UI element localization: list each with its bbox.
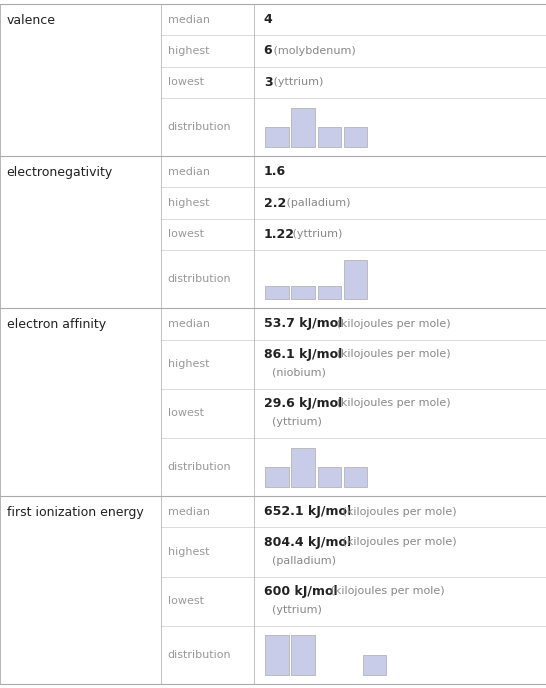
Bar (265, 467, 289, 486)
Text: 3: 3 (264, 76, 272, 89)
Text: median: median (168, 319, 210, 329)
Text: 6: 6 (264, 45, 272, 58)
Text: 53.7 kJ/mol: 53.7 kJ/mol (264, 317, 342, 330)
Text: lowest: lowest (168, 409, 204, 418)
Text: lowest: lowest (168, 596, 204, 606)
Bar (292, 636, 315, 674)
Text: (kilojoules per mole): (kilojoules per mole) (339, 507, 456, 517)
Text: lowest: lowest (168, 77, 204, 87)
Text: 1.6: 1.6 (264, 165, 286, 178)
Text: 600 kJ/mol: 600 kJ/mol (264, 585, 337, 598)
Text: median: median (168, 166, 210, 177)
Bar (265, 286, 289, 299)
Bar (343, 127, 367, 147)
Text: (kilojoules per mole): (kilojoules per mole) (339, 537, 456, 547)
Text: highest: highest (168, 198, 209, 208)
Text: (kilojoules per mole): (kilojoules per mole) (333, 319, 450, 329)
Bar (343, 259, 367, 299)
Text: distribution: distribution (168, 274, 232, 284)
Bar (318, 467, 341, 486)
Text: 804.4 kJ/mol: 804.4 kJ/mol (264, 536, 351, 549)
Bar (292, 286, 315, 299)
Text: electron affinity: electron affinity (7, 319, 106, 331)
Text: highest: highest (168, 359, 209, 369)
Text: (palladium): (palladium) (283, 198, 350, 208)
Text: 652.1 kJ/mol: 652.1 kJ/mol (264, 505, 351, 518)
Text: highest: highest (168, 547, 209, 557)
Bar (318, 127, 341, 147)
Text: 29.6 kJ/mol: 29.6 kJ/mol (264, 397, 342, 410)
Text: distribution: distribution (168, 650, 232, 660)
Bar (343, 467, 367, 486)
Bar (292, 107, 315, 147)
Text: (yttrium): (yttrium) (272, 417, 322, 427)
Bar (265, 636, 289, 674)
Text: distribution: distribution (168, 122, 232, 132)
Text: lowest: lowest (168, 229, 204, 239)
Text: (niobium): (niobium) (272, 368, 326, 378)
Text: (yttrium): (yttrium) (289, 229, 342, 239)
Text: (yttrium): (yttrium) (270, 77, 323, 87)
Text: 86.1 kJ/mol: 86.1 kJ/mol (264, 348, 342, 361)
Text: (kilojoules per mole): (kilojoules per mole) (333, 398, 450, 409)
Text: first ionization energy: first ionization energy (7, 506, 143, 519)
Text: valence: valence (7, 14, 56, 27)
Text: 1.22: 1.22 (264, 228, 295, 241)
Text: median: median (168, 507, 210, 517)
Text: (kilojoules per mole): (kilojoules per mole) (333, 350, 450, 359)
Text: (kilojoules per mole): (kilojoules per mole) (327, 586, 444, 596)
Bar (363, 655, 387, 674)
Text: 4: 4 (264, 13, 272, 26)
Bar (292, 448, 315, 486)
Text: (molybdenum): (molybdenum) (270, 46, 356, 56)
Text: 2.2: 2.2 (264, 197, 286, 210)
Text: median: median (168, 14, 210, 25)
Bar (318, 286, 341, 299)
Text: electronegativity: electronegativity (7, 166, 113, 179)
Bar (265, 127, 289, 147)
Text: (yttrium): (yttrium) (272, 605, 322, 615)
Text: (palladium): (palladium) (272, 556, 336, 566)
Text: distribution: distribution (168, 462, 232, 472)
Text: highest: highest (168, 46, 209, 56)
